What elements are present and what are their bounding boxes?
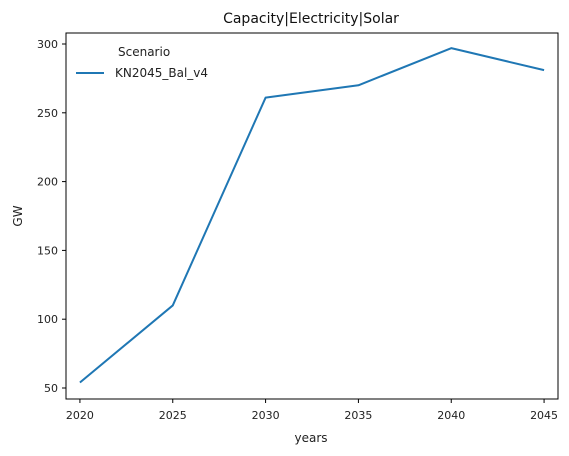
y-tick-label: 150 bbox=[37, 244, 58, 257]
x-tick-label: 2025 bbox=[159, 409, 187, 422]
y-tick-label: 100 bbox=[37, 313, 58, 326]
x-tick-label: 2030 bbox=[252, 409, 280, 422]
chart-title: Capacity|Electricity|Solar bbox=[223, 11, 399, 27]
y-tick-label: 200 bbox=[37, 176, 58, 189]
plot-area bbox=[65, 32, 559, 400]
x-axis-ticks: 2020 2025 2030 2035 2040 2045 bbox=[66, 399, 558, 422]
y-axis-label: GW bbox=[11, 205, 25, 226]
series-line bbox=[79, 47, 545, 384]
y-tick-label: 300 bbox=[37, 38, 58, 51]
x-tick-label: 2035 bbox=[344, 409, 372, 422]
legend: Scenario KN2045_Bal_v4 bbox=[76, 45, 208, 80]
x-tick-label: 2040 bbox=[437, 409, 465, 422]
series-layer bbox=[79, 47, 545, 384]
y-tick-label: 50 bbox=[44, 382, 58, 395]
x-axis-label: years bbox=[294, 431, 327, 445]
legend-label: KN2045_Bal_v4 bbox=[115, 66, 208, 80]
legend-title: Scenario bbox=[118, 45, 170, 59]
y-axis-ticks: 50 100 150 200 250 300 bbox=[37, 38, 66, 395]
y-tick-label: 250 bbox=[37, 107, 58, 120]
x-tick-label: 2020 bbox=[66, 409, 94, 422]
x-tick-label: 2045 bbox=[530, 409, 558, 422]
